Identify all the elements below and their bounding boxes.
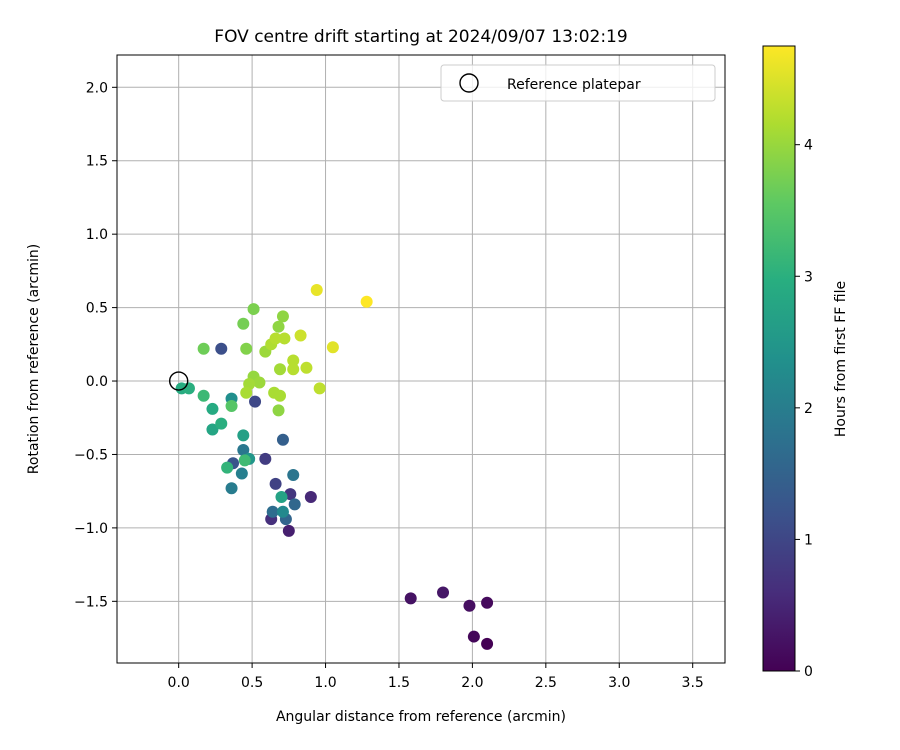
y-tick-label: −1.0: [74, 521, 108, 537]
scatter-point: [215, 417, 228, 430]
scatter-point: [437, 586, 450, 599]
scatter-point: [225, 482, 238, 495]
scatter-point: [269, 477, 282, 490]
y-tick-label: 0.0: [86, 374, 108, 390]
scatter-point: [272, 320, 285, 333]
scatter-point: [278, 332, 291, 345]
scatter-point: [276, 310, 289, 323]
scatter-points: [175, 283, 494, 650]
grid: [117, 55, 725, 663]
colorbar-tick-label: 0: [804, 664, 813, 680]
colorbar-tick-label: 2: [804, 401, 813, 417]
y-tick-label: −1.5: [74, 594, 108, 610]
scatter-point: [237, 429, 250, 442]
x-tick-label: 1.0: [314, 675, 336, 691]
scatter-point: [272, 404, 285, 417]
scatter-point: [197, 389, 210, 402]
scatter-point: [206, 423, 219, 436]
legend-label: Reference platepar: [507, 77, 641, 93]
chart-title: FOV centre drift starting at 2024/09/07 …: [214, 27, 627, 47]
scatter-point: [249, 395, 262, 408]
colorbar-ticks: 0 1 2 3 4: [795, 138, 813, 680]
x-tick-label: 0.0: [168, 675, 190, 691]
scatter-point: [467, 630, 480, 643]
scatter-point: [326, 341, 339, 354]
scatter-point: [240, 342, 253, 355]
scatter-point: [247, 303, 260, 316]
y-tick-label: 0.5: [86, 301, 108, 317]
reference-platepar-marker: [168, 371, 189, 391]
colorbar-tick-label: 3: [804, 269, 813, 285]
scatter-point: [225, 399, 238, 412]
scatter-point: [282, 524, 295, 537]
scatter-point: [197, 342, 210, 355]
scatter-point: [274, 363, 287, 376]
x-axis-ticks: 0.0 0.5 1.0 1.5 2.0 2.5 3.0 3.5: [168, 663, 704, 691]
scatter-point: [215, 342, 228, 355]
scatter-point: [253, 376, 266, 389]
scatter-point: [259, 452, 272, 465]
scatter-point: [310, 283, 323, 296]
scatter-point: [235, 467, 248, 480]
y-tick-label: 1.5: [86, 154, 108, 170]
colorbar-tick-label: 4: [804, 138, 813, 154]
scatter-point: [313, 382, 326, 395]
x-tick-label: 2.5: [535, 675, 557, 691]
colorbar: 0 1 2 3 4 Hours from first FF file: [762, 45, 849, 680]
x-tick-label: 1.5: [388, 675, 410, 691]
scatter-point: [266, 505, 279, 518]
legend-marker-icon: [459, 73, 479, 93]
colorbar-label: Hours from first FF file: [833, 281, 849, 437]
y-tick-label: −0.5: [74, 447, 108, 463]
scatter-point: [360, 295, 373, 308]
y-axis-ticks: −1.5 −1.0 −0.5 0.0 0.5 1.0 1.5 2.0: [74, 80, 117, 610]
scatter-point: [288, 498, 301, 511]
scatter-point: [287, 354, 300, 367]
legend-box: [440, 64, 716, 102]
scatter-point: [240, 386, 253, 399]
legend: Reference platepar: [440, 64, 716, 102]
scatter-point: [463, 599, 476, 612]
plot-frame: [116, 54, 726, 664]
scatter-point: [206, 402, 219, 415]
scatter-point: [237, 317, 250, 330]
scatter-point: [221, 461, 234, 474]
y-axis-label: Rotation from reference (arcmin): [26, 244, 42, 474]
scatter-point: [294, 329, 307, 342]
scatter-point: [300, 361, 313, 374]
scatter-point: [275, 491, 288, 504]
scatter-point: [287, 469, 300, 482]
x-tick-label: 2.0: [461, 675, 483, 691]
x-tick-label: 0.5: [241, 675, 263, 691]
scatter-point: [481, 596, 494, 609]
scatter-point: [276, 433, 289, 446]
scatter-point: [238, 454, 251, 467]
y-tick-label: 2.0: [86, 80, 108, 96]
scatter-point: [274, 389, 287, 402]
scatter-point: [237, 444, 250, 457]
scatter-point: [287, 363, 300, 376]
x-tick-label: 3.5: [682, 675, 704, 691]
colorbar-gradient: [762, 45, 796, 672]
scatter-point: [404, 592, 417, 605]
scatter-point: [304, 491, 317, 504]
y-tick-label: 1.0: [86, 227, 108, 243]
colorbar-tick-label: 1: [804, 532, 813, 548]
scatter-point: [269, 332, 282, 345]
x-tick-label: 3.0: [608, 675, 630, 691]
scatter-point: [481, 637, 494, 650]
scatter-point: [276, 505, 289, 518]
x-axis-label: Angular distance from reference (arcmin): [276, 709, 566, 725]
